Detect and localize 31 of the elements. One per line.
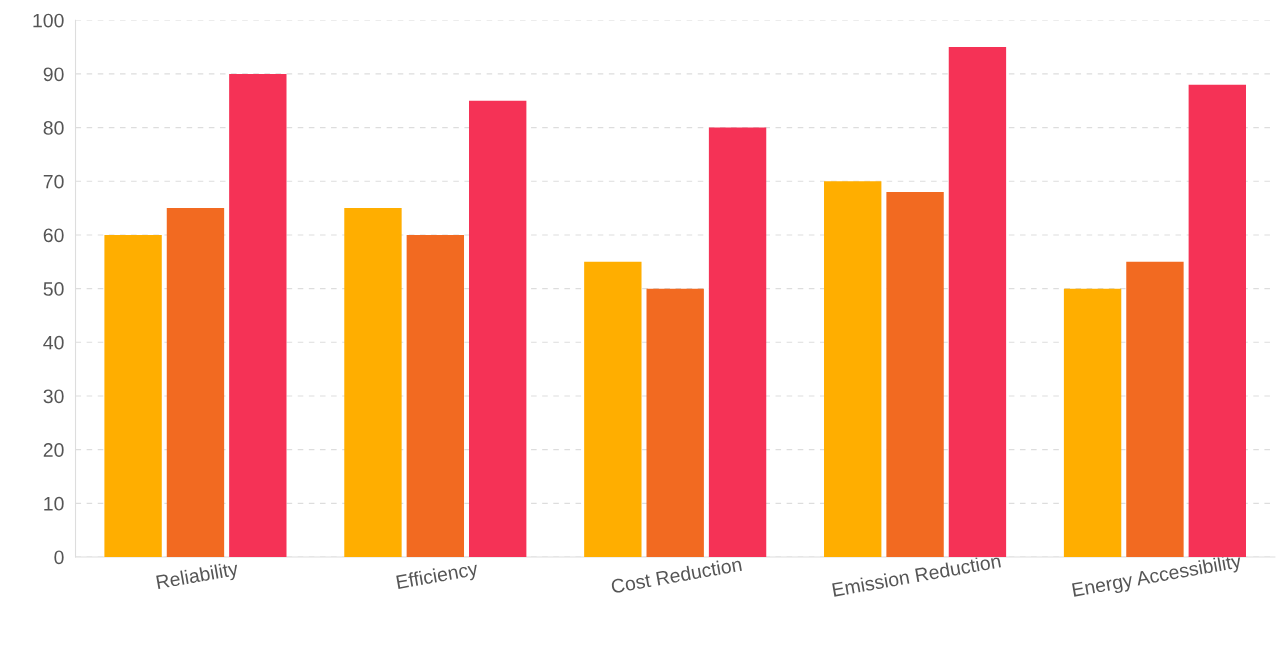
y-tick-label: 70 — [43, 174, 64, 189]
bar — [469, 100, 527, 558]
bar — [886, 192, 944, 558]
x-tick-label: Cost Reduction — [610, 556, 742, 594]
bar — [646, 288, 704, 558]
bar — [344, 208, 402, 558]
x-tick-label: Energy Accessibility — [1071, 553, 1243, 601]
bar — [1188, 84, 1246, 558]
bar — [166, 208, 225, 558]
bar — [708, 127, 767, 558]
y-tick-label: 90 — [43, 67, 64, 82]
y-tick-label: 40 — [43, 335, 64, 350]
y-tick-label: 10 — [44, 496, 64, 511]
bar — [229, 73, 287, 558]
bar — [1126, 261, 1184, 558]
bar — [824, 181, 882, 558]
y-tick-label: 30 — [43, 389, 64, 404]
y-tick-label: 0 — [54, 550, 64, 565]
bar — [1063, 288, 1122, 558]
bar — [948, 47, 1007, 558]
bar — [104, 234, 162, 558]
x-tick-label: Emission Reduction — [832, 553, 1001, 597]
y-tick-label: 60 — [43, 228, 64, 243]
bar — [406, 234, 465, 558]
bar — [584, 261, 642, 558]
x-tick-label: Reliability — [156, 560, 240, 593]
y-tick-label: 50 — [43, 282, 64, 296]
x-tick-label: Efficiency — [396, 560, 480, 593]
y-tick-label: 100 — [33, 13, 64, 28]
y-tick-label: 20 — [43, 443, 64, 457]
y-tick-label: 80 — [43, 121, 64, 135]
